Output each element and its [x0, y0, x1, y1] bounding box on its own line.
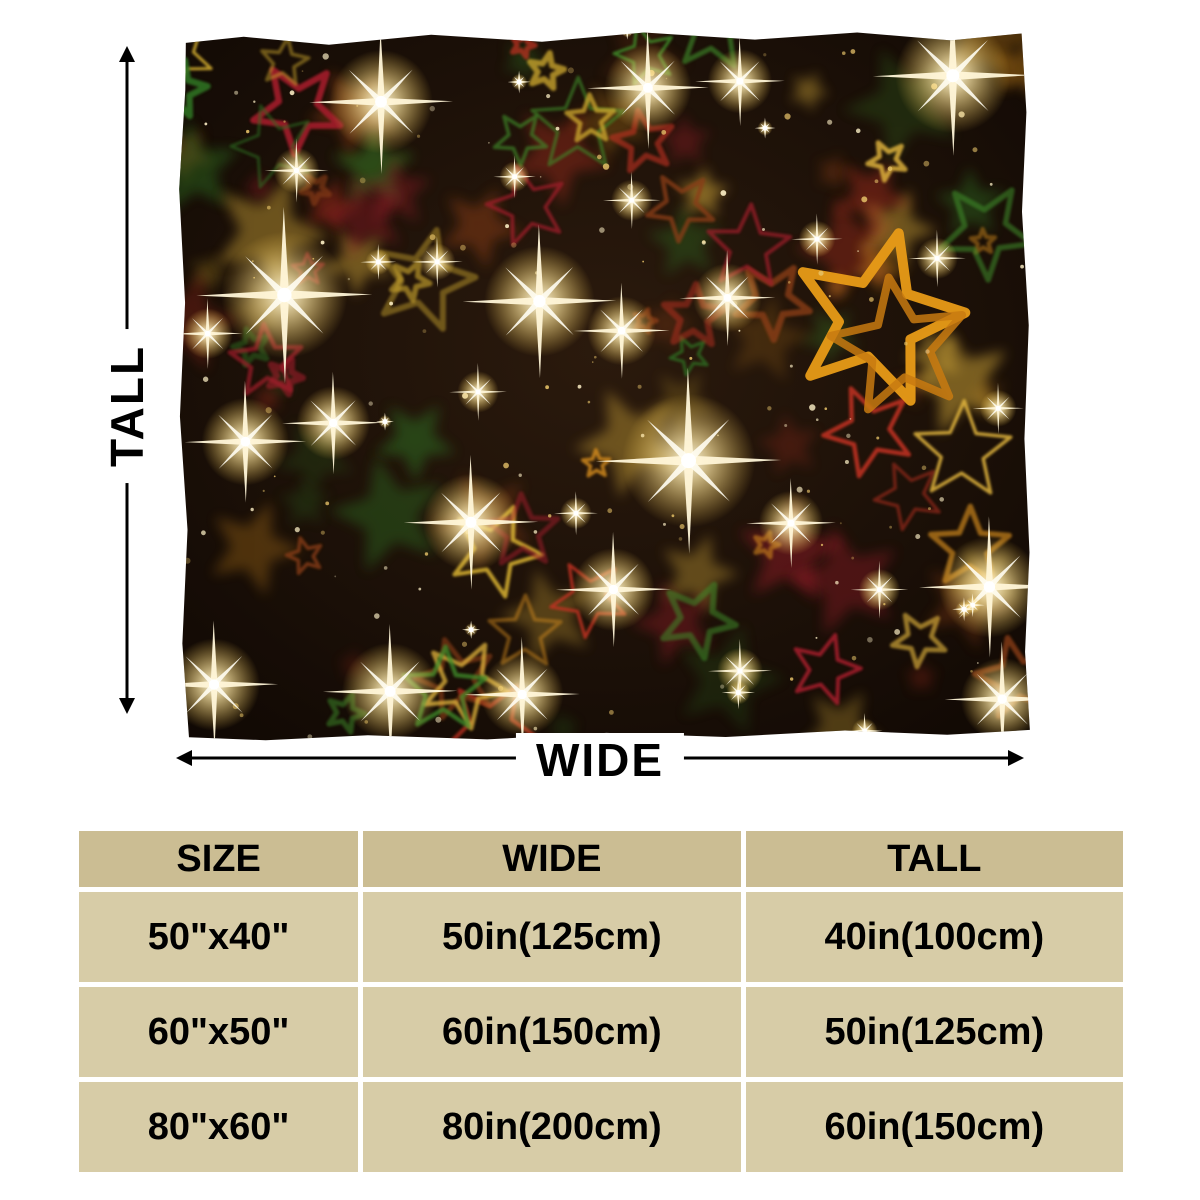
size-table-header-cell: SIZE — [79, 831, 359, 887]
size-table-body: 50"x40" 50in(125cm) 40in(100cm) 60"x50" 60in… — [79, 892, 1123, 1172]
size-table-row: 60"x50" 60in(150cm) 50in(125cm) — [79, 987, 1123, 1077]
arrowhead-down — [119, 698, 135, 714]
size-table-cell: 60in(150cm) — [363, 987, 741, 1077]
wide-label: WIDE — [515, 733, 685, 787]
size-table-cell: 50in(125cm) — [363, 892, 741, 982]
sparkle-bursts-layer — [176, 27, 1033, 743]
size-table-header-cell: WIDE — [363, 831, 741, 887]
tall-label: TALL — [96, 328, 158, 484]
size-table-header-cell: TALL — [745, 831, 1123, 887]
size-table-cell: 50"x40" — [79, 892, 359, 982]
size-table-row: 80"x60" 80in(200cm) 60in(150cm) — [79, 1082, 1123, 1172]
size-table-cell: 80in(200cm) — [363, 1082, 741, 1172]
arrowhead-up — [119, 46, 135, 62]
size-table-cell: 50in(125cm) — [745, 987, 1123, 1077]
size-table-row: 50"x40" 50in(125cm) 40in(100cm) — [79, 892, 1123, 982]
size-table-cell: 40in(100cm) — [745, 892, 1123, 982]
blanket-fabric — [176, 27, 1033, 743]
size-table-cell: 60"x50" — [79, 987, 359, 1077]
arrowhead-right — [1008, 750, 1024, 766]
blanket-pattern-svg — [176, 27, 1033, 743]
size-table: SIZE WIDE TALL 50"x40" 50in(125cm) 40in(100c… — [74, 826, 1128, 1177]
size-table-cell: 80"x60" — [79, 1082, 359, 1172]
arrowhead-left — [176, 750, 192, 766]
size-table-header-row: SIZE WIDE TALL — [79, 831, 1123, 887]
size-table-cell: 60in(150cm) — [745, 1082, 1123, 1172]
blanket-image — [176, 27, 1033, 743]
